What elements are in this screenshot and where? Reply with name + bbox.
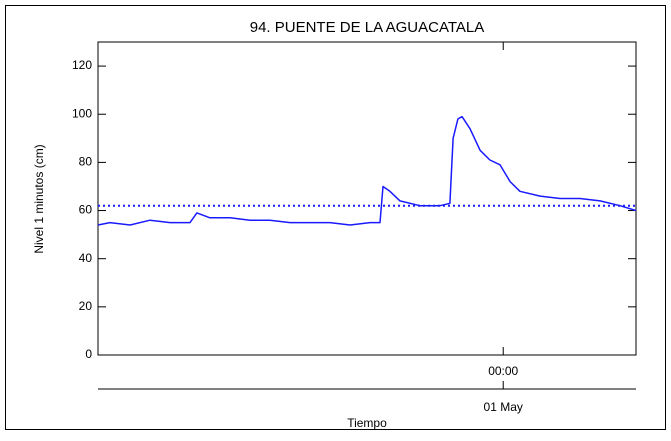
y-tick-label: 0 [85, 347, 92, 361]
y-tick-label: 60 [79, 203, 93, 217]
y-tick-label: 100 [72, 106, 92, 120]
y-tick-label: 20 [79, 299, 93, 313]
date-tick-label: 01 May [484, 400, 523, 414]
y-tick-label: 120 [72, 58, 92, 72]
plot-frame [97, 41, 637, 356]
y-tick-label: 40 [79, 251, 93, 265]
frame [5, 5, 666, 430]
x-axis-label: Tiempo [347, 416, 387, 430]
x-tick-label: 00:00 [488, 364, 518, 378]
data-line [97, 115, 637, 226]
y-tick-label: 80 [79, 155, 93, 169]
chart-title: 94. PUENTE DE LA AGUACATALA [250, 19, 485, 36]
y-axis-label: Nivel 1 minutos (cm) [32, 144, 46, 253]
